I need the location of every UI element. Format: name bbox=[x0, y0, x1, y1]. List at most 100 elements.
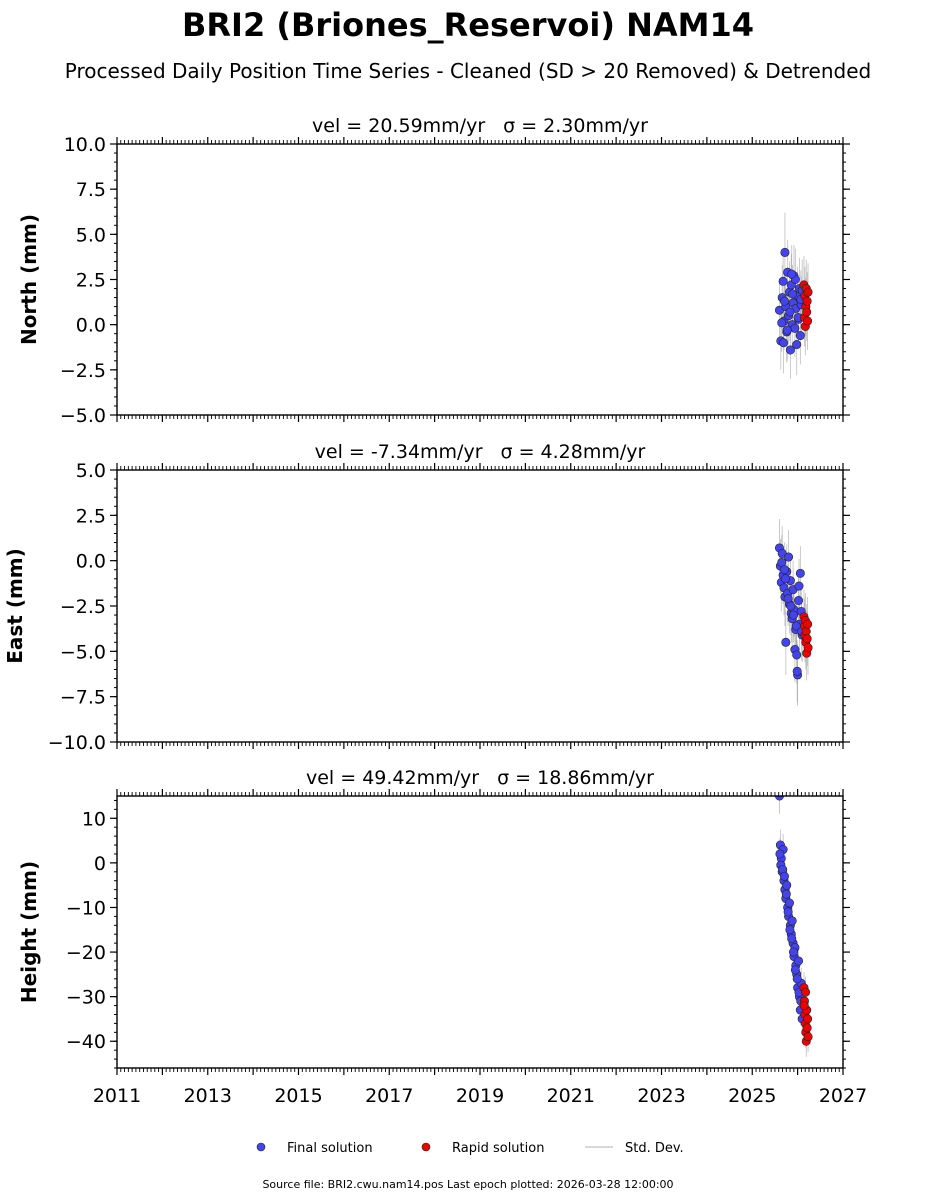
final-solution-point bbox=[794, 581, 804, 591]
final-solution-point bbox=[777, 318, 787, 328]
final-solution-point bbox=[780, 574, 790, 584]
final-solution-point bbox=[790, 323, 800, 333]
final-solution-point bbox=[789, 610, 799, 620]
rapid-solution-point bbox=[803, 643, 813, 653]
x-tick-label: 2021 bbox=[547, 1085, 595, 1107]
final-solution-point bbox=[787, 934, 797, 944]
final-solution-point bbox=[784, 898, 794, 908]
x-tick-label: 2011 bbox=[93, 1085, 141, 1107]
figure-subtitle: Processed Daily Position Time Series - C… bbox=[65, 59, 871, 83]
y-tick-label: 10 bbox=[82, 808, 106, 830]
y-tick-label: 10.0 bbox=[64, 134, 106, 156]
y-tick-label: 0.0 bbox=[76, 551, 106, 573]
final-solution-point bbox=[792, 340, 802, 350]
y-tick-label: −7.5 bbox=[60, 687, 106, 709]
x-tick-label: 2017 bbox=[365, 1085, 413, 1107]
rapid-solution-point bbox=[803, 316, 813, 326]
final-solution-point bbox=[775, 849, 785, 859]
y-tick-label: −5.0 bbox=[60, 405, 106, 427]
y-tick-label: 2.5 bbox=[76, 505, 106, 527]
y-axis-label: Height (mm) bbox=[17, 861, 41, 1003]
final-solution-point bbox=[779, 338, 789, 348]
final-solution-point bbox=[789, 947, 799, 957]
rapid-solution-point bbox=[803, 287, 813, 297]
y-tick-label: 5.0 bbox=[76, 460, 106, 482]
rapid-solution-point bbox=[802, 296, 812, 306]
footer-source: Source file: BRI2.cwu.nam14.pos Last epo… bbox=[262, 1178, 673, 1191]
final-solution-point bbox=[786, 601, 796, 611]
final-solution-point bbox=[779, 871, 789, 881]
panel-2: vel = -7.34mm/yr σ = 4.28mm/yr East (mm) −1… bbox=[3, 441, 850, 754]
legend-label-stddev: Std. Dev. bbox=[625, 1141, 684, 1156]
final-solution-point bbox=[782, 880, 792, 890]
final-solution-point bbox=[787, 269, 797, 279]
legend: Final solution Rapid solution Std. Dev. bbox=[256, 1141, 684, 1156]
plot-area bbox=[774, 212, 813, 379]
plot-area bbox=[774, 518, 813, 706]
y-tick-label: −2.5 bbox=[60, 596, 106, 618]
panel-title-sigma: σ = 18.86mm/yr bbox=[497, 767, 654, 789]
x-tick-label: 2027 bbox=[819, 1085, 867, 1107]
final-solution-point bbox=[790, 965, 800, 975]
final-solution-point bbox=[774, 796, 784, 801]
y-tick-label: −10 bbox=[66, 897, 106, 919]
y-tick-label: 0.0 bbox=[76, 315, 106, 337]
final-solution-point bbox=[785, 345, 795, 355]
y-tick-label: −20 bbox=[66, 942, 106, 964]
y-tick-label: −10.0 bbox=[48, 732, 106, 754]
legend-marker-rapid bbox=[421, 1142, 431, 1152]
x-tick-label: 2013 bbox=[184, 1085, 232, 1107]
panel-title: vel = -7.34mm/yr σ = 4.28mm/yr bbox=[315, 441, 646, 463]
panel-title-sigma: σ = 4.28mm/yr bbox=[501, 441, 646, 463]
final-solution-point bbox=[779, 296, 789, 306]
x-tick-label: 2019 bbox=[456, 1085, 504, 1107]
panel-title-vel: vel = 49.42mm/yr bbox=[306, 767, 479, 789]
axes-frame bbox=[116, 795, 844, 1069]
rapid-solution-point bbox=[802, 1023, 812, 1033]
plot-area bbox=[774, 796, 813, 1057]
final-solution-point bbox=[794, 956, 804, 966]
legend-label-rapid: Rapid solution bbox=[452, 1141, 544, 1156]
final-solution-point bbox=[785, 307, 795, 317]
final-solution-point bbox=[792, 650, 802, 660]
x-tick-label: 2023 bbox=[637, 1085, 685, 1107]
legend-marker-final bbox=[256, 1142, 266, 1152]
y-axis-label: North (mm) bbox=[17, 214, 41, 345]
panel-title: vel = 20.59mm/yr σ = 2.30mm/yr bbox=[312, 115, 648, 137]
y-tick-label: 0 bbox=[94, 853, 106, 875]
axes-frame bbox=[116, 143, 844, 416]
final-solution-point bbox=[779, 565, 789, 575]
panel-title: vel = 49.42mm/yr σ = 18.86mm/yr bbox=[306, 767, 654, 789]
final-solution-point bbox=[785, 925, 795, 935]
rapid-solution-point bbox=[802, 307, 812, 317]
axes-frame bbox=[116, 469, 844, 743]
final-solution-point bbox=[782, 325, 792, 335]
final-solution-point bbox=[780, 247, 790, 257]
panel-title-vel: vel = 20.59mm/yr bbox=[312, 115, 485, 137]
y-tick-label: −5.0 bbox=[60, 641, 106, 663]
y-axis-label: East (mm) bbox=[3, 548, 27, 664]
final-solution-point bbox=[781, 637, 791, 647]
final-solution-point bbox=[783, 907, 793, 917]
final-solution-point bbox=[792, 666, 802, 676]
x-tick-label: 2025 bbox=[728, 1085, 776, 1107]
y-tick-label: 7.5 bbox=[76, 179, 106, 201]
final-solution-point bbox=[794, 596, 804, 606]
final-solution-point bbox=[795, 331, 805, 341]
panel-title-vel: vel = -7.34mm/yr bbox=[315, 441, 483, 463]
final-solution-point bbox=[784, 552, 794, 562]
rapid-solution-point bbox=[803, 619, 813, 629]
final-solution-point bbox=[787, 916, 797, 926]
y-tick-label: −40 bbox=[66, 1031, 106, 1053]
panel-3: vel = 49.42mm/yr σ = 18.86mm/yr Height (mm… bbox=[17, 767, 867, 1107]
rapid-solution-point bbox=[803, 1032, 813, 1042]
panel-title-sigma: σ = 2.30mm/yr bbox=[503, 115, 648, 137]
final-solution-point bbox=[781, 889, 791, 899]
rapid-solution-point bbox=[802, 634, 812, 644]
y-tick-label: −2.5 bbox=[60, 360, 106, 382]
rapid-solution-point bbox=[801, 987, 811, 997]
y-tick-label: 2.5 bbox=[76, 270, 106, 292]
